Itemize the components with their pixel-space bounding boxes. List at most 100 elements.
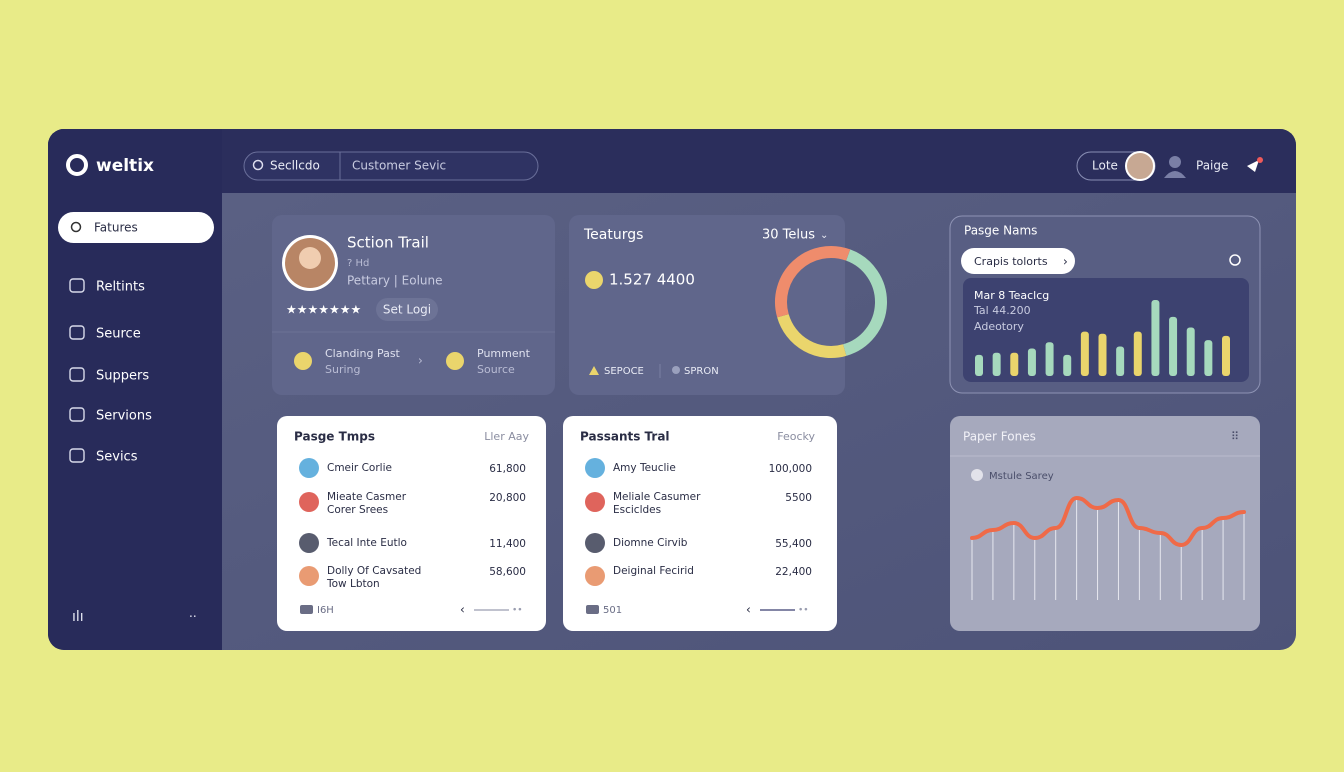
pager-prev[interactable]: ‹ — [746, 603, 751, 617]
bar — [1045, 342, 1054, 376]
nav-icon — [69, 448, 85, 463]
user-name[interactable]: Paige — [1196, 159, 1228, 173]
nav-search-icon — [70, 221, 82, 233]
bar — [1010, 352, 1019, 376]
row-value: 5500 — [785, 492, 812, 504]
donut-segment — [842, 249, 887, 356]
profile-name: Sction Trail — [347, 234, 429, 252]
legend-icon-1 — [672, 366, 680, 374]
nav-icon — [69, 367, 85, 382]
nav-item[interactable]: Suppers — [96, 369, 149, 384]
nav-item[interactable]: Reltints — [96, 280, 145, 295]
row-avatar — [299, 566, 319, 586]
row-avatar — [299, 458, 319, 478]
features-card — [569, 215, 845, 395]
nav-icon — [69, 325, 85, 340]
row-value: 100,000 — [769, 463, 812, 475]
stars: ★★★★★★★ — [286, 303, 361, 317]
pages-search[interactable] — [1229, 254, 1241, 266]
profile-meta: ? Hd — [347, 258, 369, 269]
avatar[interactable] — [1125, 151, 1155, 181]
table-title: Pasge Tmps — [294, 430, 375, 444]
donut — [775, 246, 887, 358]
bar — [1169, 316, 1178, 376]
pager-prev[interactable]: ‹ — [460, 603, 465, 617]
top-button-label[interactable]: Lote — [1092, 159, 1118, 173]
row-avatar — [299, 492, 319, 512]
pager-next[interactable]: •• — [512, 606, 523, 616]
row-avatar — [585, 533, 605, 553]
row-name: Cmeir Corlie — [327, 462, 392, 474]
row-name: Dolly Of Cavsated Tow Lbton — [326, 565, 421, 590]
notify-icon[interactable] — [1247, 160, 1259, 172]
more-icon[interactable]: ·· — [189, 610, 197, 624]
logo-icon — [66, 154, 88, 176]
trend-card — [950, 416, 1260, 631]
bar — [1027, 348, 1036, 376]
stats-icon[interactable]: ılı — [72, 609, 84, 625]
notify-dot — [1257, 157, 1263, 163]
pager-next[interactable]: •• — [798, 606, 809, 616]
nav-item[interactable]: Servions — [96, 409, 152, 424]
table-filter[interactable]: Feocky — [777, 430, 815, 443]
bar — [1098, 333, 1107, 376]
table-filter[interactable]: Ller Aay — [484, 430, 529, 443]
row-name: Mieate Casmer Corer Srees — [327, 491, 407, 516]
row-value: 11,400 — [489, 538, 526, 550]
profile-button[interactable] — [376, 298, 438, 321]
profile-face — [299, 247, 321, 269]
bar — [975, 354, 983, 376]
bar-chart — [975, 300, 1230, 376]
nav-active[interactable] — [58, 212, 214, 243]
row-avatar — [585, 492, 605, 512]
features-amount: 1.527 4400 — [609, 271, 695, 289]
bar — [1204, 340, 1213, 376]
nav-active-label[interactable]: Fatures — [94, 221, 138, 235]
bar — [1186, 327, 1195, 376]
row-value: 20,800 — [489, 492, 526, 504]
profile-button-label[interactable]: Set Logi — [383, 303, 431, 317]
trend-menu[interactable]: ⠿ — [1231, 430, 1239, 443]
nav-item[interactable]: Sevics — [96, 450, 138, 465]
line-chart — [970, 495, 1246, 600]
stat-sub: Source — [477, 363, 515, 376]
table-card — [277, 416, 546, 631]
bar — [992, 352, 1001, 376]
search-box[interactable] — [243, 151, 539, 181]
features-filter[interactable]: 30 Telus — [762, 228, 815, 243]
pages-button-label[interactable]: Crapis tolorts — [974, 255, 1048, 268]
sidebar — [48, 129, 222, 650]
stat-title: Clanding Past — [325, 347, 401, 360]
donut-segment — [775, 246, 851, 318]
row-name: Meliale Casumer Escicldes — [613, 491, 701, 516]
nav-icon — [69, 278, 85, 293]
row-name: Deiginal Fecirid — [613, 565, 694, 577]
panel-title: Mar 8 Teaclcg — [974, 289, 1049, 302]
donut-segment — [777, 313, 847, 358]
search-scope[interactable]: Secllcdo — [270, 159, 320, 173]
search-query[interactable]: Customer Sevic — [352, 159, 446, 173]
profile-role: Pettary | Eolune — [347, 274, 443, 288]
nav-item[interactable]: Seurce — [96, 327, 141, 342]
bar — [1151, 300, 1160, 376]
user-icon-body — [1164, 171, 1186, 178]
table-footer: I6H — [317, 605, 334, 616]
panel-value: Tal 44.200 — [973, 304, 1031, 317]
pages-button[interactable] — [961, 248, 1075, 274]
stat-icon — [446, 352, 464, 370]
trend-title: Paper Fones — [963, 430, 1036, 444]
filter-caret[interactable]: ⌄ — [820, 230, 828, 241]
table-card — [563, 416, 837, 631]
nav-icon — [69, 407, 85, 422]
footer-icon — [300, 605, 313, 614]
pages-title: Pasge Nams — [964, 224, 1037, 238]
pages-button-arrow[interactable]: › — [1063, 255, 1068, 269]
row-avatar — [585, 566, 605, 586]
row-name: Amy Teuclie — [613, 462, 676, 474]
panel-sub: Adeotory — [974, 320, 1024, 333]
features-title: Teaturgs — [583, 227, 643, 243]
table-footer: 501 — [603, 605, 622, 616]
trend-legend: Mstule Sarey — [989, 471, 1054, 482]
